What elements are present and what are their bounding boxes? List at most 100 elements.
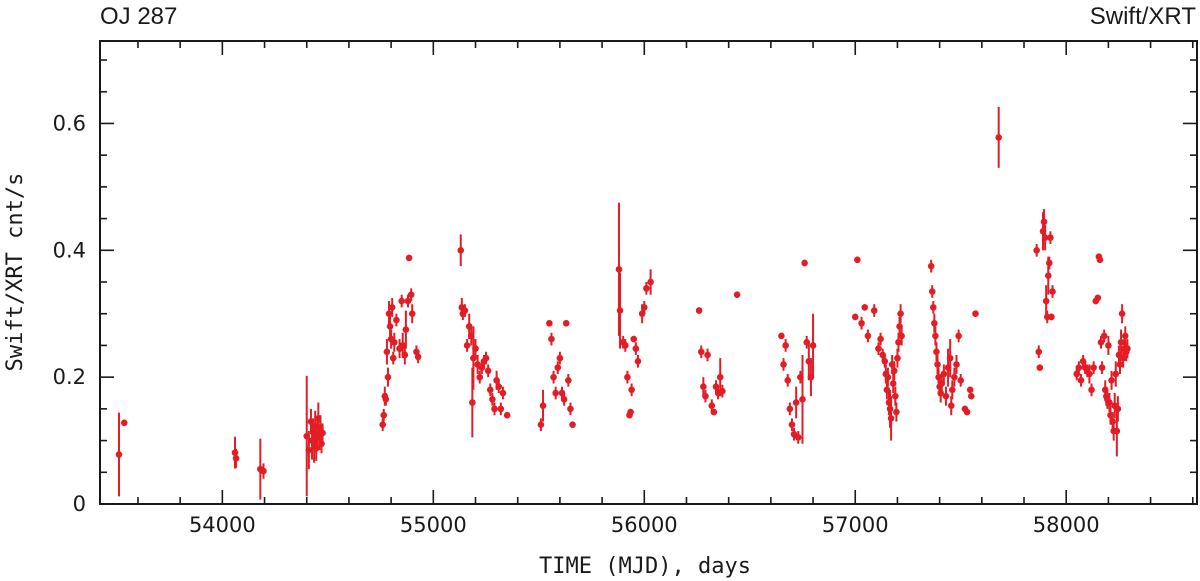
- data-point: [799, 354, 806, 444]
- point-marker: [643, 285, 650, 292]
- y-axis-label: Swift/XRT cnt/s: [3, 173, 28, 372]
- point-marker: [780, 361, 787, 368]
- point-marker: [486, 386, 494, 394]
- point-marker: [1042, 297, 1050, 305]
- point-marker: [1116, 361, 1124, 368]
- data-point: [972, 310, 979, 318]
- data-point: [897, 304, 904, 324]
- data-point: [1096, 256, 1104, 264]
- point-marker: [408, 310, 416, 318]
- data-point: [393, 313, 400, 327]
- data-point: [1035, 345, 1043, 359]
- data-point: [929, 301, 937, 314]
- data-point: [854, 256, 861, 264]
- point-marker: [942, 392, 950, 400]
- point-marker: [476, 373, 484, 381]
- point-marker: [115, 451, 123, 458]
- point-marker: [1108, 377, 1115, 384]
- y-tick-label: 0.4: [53, 238, 86, 262]
- data-point: [934, 354, 941, 374]
- data-point: [552, 386, 559, 400]
- data-point: [1098, 361, 1106, 374]
- data-point: [388, 297, 396, 317]
- point-marker: [1124, 345, 1131, 352]
- data-point: [1075, 361, 1083, 374]
- point-marker: [407, 291, 415, 298]
- point-marker: [546, 319, 553, 327]
- x-tick-label: 54000: [189, 513, 256, 537]
- point-marker: [948, 386, 956, 394]
- data-point: [697, 345, 705, 359]
- point-marker: [628, 386, 635, 394]
- point-marker: [393, 316, 400, 324]
- point-marker: [384, 373, 392, 381]
- data-point: [115, 412, 123, 497]
- point-marker: [1049, 288, 1056, 295]
- data-point: [1041, 224, 1049, 251]
- data-point: [953, 354, 960, 374]
- point-marker: [1040, 218, 1048, 226]
- data-point: [1108, 370, 1115, 390]
- point-marker: [894, 354, 901, 362]
- point-marker: [457, 247, 465, 254]
- point-marker: [1088, 386, 1095, 394]
- point-marker: [615, 266, 623, 273]
- data-point: [1048, 313, 1055, 321]
- data-point: [963, 408, 971, 416]
- point-marker: [389, 354, 397, 362]
- point-marker: [953, 361, 960, 368]
- point-marker: [897, 310, 904, 318]
- point-marker: [893, 408, 900, 416]
- point-marker: [933, 348, 940, 356]
- point-marker: [489, 396, 496, 403]
- data-point: [627, 408, 634, 416]
- point-marker: [951, 373, 958, 381]
- data-point: [550, 370, 557, 384]
- point-marker: [552, 389, 559, 397]
- data-point: [794, 431, 802, 444]
- y-axis: 0 0.2 0.4 0.6: [53, 59, 1197, 516]
- point-marker: [382, 396, 390, 403]
- x-tick-label: 58000: [1033, 513, 1100, 537]
- point-marker: [379, 421, 386, 429]
- point-marker: [877, 335, 884, 343]
- data-point: [942, 386, 950, 406]
- data-point: [890, 361, 898, 381]
- point-marker: [556, 354, 564, 362]
- point-marker: [469, 399, 476, 406]
- data-point: [565, 373, 572, 387]
- point-marker: [1035, 348, 1043, 356]
- point-marker: [1046, 259, 1053, 267]
- data-point: [486, 383, 494, 397]
- data-point: [887, 396, 895, 441]
- data-point: [404, 294, 412, 308]
- point-marker: [972, 310, 979, 318]
- data-point: [1117, 329, 1125, 355]
- point-marker: [895, 338, 902, 346]
- point-marker: [554, 364, 562, 371]
- point-marker: [995, 134, 1002, 141]
- point-marker: [624, 373, 631, 381]
- data-point: [1113, 405, 1121, 457]
- point-marker: [640, 304, 648, 311]
- point-marker: [887, 415, 895, 422]
- point-marker: [1113, 427, 1121, 435]
- point-marker: [405, 254, 413, 262]
- data-point: [499, 386, 507, 400]
- point-marker: [560, 396, 568, 403]
- data-point: [932, 326, 939, 346]
- point-marker: [946, 354, 954, 362]
- point-marker: [890, 367, 898, 375]
- data-point: [484, 364, 492, 378]
- x-axis-label: TIME (MJD), days: [539, 554, 751, 579]
- data-point: [894, 348, 901, 368]
- data-point: [632, 342, 640, 355]
- point-marker: [719, 387, 726, 395]
- point-marker: [854, 256, 861, 264]
- data-point: [554, 361, 562, 374]
- point-marker: [621, 342, 629, 349]
- point-marker: [697, 348, 705, 356]
- data-point: [556, 351, 564, 365]
- data-point: [1047, 231, 1054, 244]
- point-marker: [1114, 405, 1122, 413]
